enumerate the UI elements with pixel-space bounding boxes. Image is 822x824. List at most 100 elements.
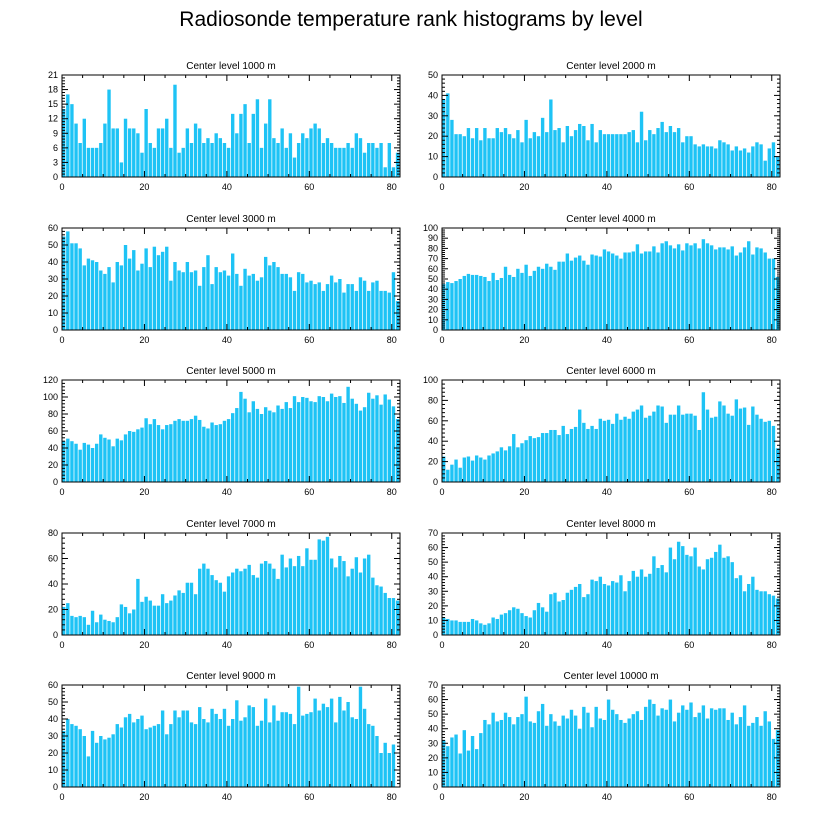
histogram-bar xyxy=(450,620,454,635)
histogram-bar xyxy=(296,272,301,330)
histogram-bar xyxy=(160,429,165,482)
histogram-bar xyxy=(454,459,458,482)
histogram-bar xyxy=(602,420,607,482)
histogram-bar xyxy=(309,559,313,635)
histogram-bar xyxy=(643,251,648,330)
histogram-bar xyxy=(557,128,561,177)
panel-title: Center level 4000 m xyxy=(566,214,656,225)
y-tick-label: 40 xyxy=(428,284,438,294)
histogram-bar xyxy=(693,243,697,330)
x-tick-label: 80 xyxy=(767,792,777,802)
histogram-bar xyxy=(94,262,99,330)
y-tick-label: 90 xyxy=(428,233,438,243)
y-tick-label: 40 xyxy=(48,257,58,267)
plot-frame xyxy=(61,74,401,178)
y-tick-label: 3 xyxy=(53,157,58,167)
histogram-bar xyxy=(470,736,475,787)
histogram-bar xyxy=(127,431,132,482)
histogram-bar xyxy=(615,134,619,177)
histogram-bar xyxy=(218,719,223,787)
histogram-bar xyxy=(598,256,603,330)
histogram-bar xyxy=(631,130,635,177)
histogram-bar xyxy=(491,272,495,330)
histogram-bar xyxy=(516,268,520,330)
y-tick-label: 10 xyxy=(48,308,58,318)
histogram-bar xyxy=(648,251,652,330)
histogram-bar xyxy=(660,406,664,482)
histogram-bar xyxy=(536,437,541,482)
histogram-bar xyxy=(561,715,565,787)
histogram-bar xyxy=(540,433,545,482)
histogram-bar xyxy=(462,457,466,482)
histogram-bar xyxy=(375,147,379,177)
histogram-bar xyxy=(169,724,173,787)
histogram-bar xyxy=(755,589,759,635)
histogram-bar xyxy=(226,725,231,787)
histogram-bar xyxy=(391,744,396,787)
histogram-bar xyxy=(338,696,342,787)
histogram-bar xyxy=(198,419,202,482)
histogram-bar xyxy=(251,707,255,787)
histogram-bar xyxy=(615,714,619,787)
histogram-bar xyxy=(681,705,685,787)
histogram-bar xyxy=(499,447,504,482)
y-tick-label: 50 xyxy=(428,70,438,80)
histogram-bar xyxy=(305,397,309,482)
histogram-bar xyxy=(74,443,78,482)
histogram-bar xyxy=(730,712,734,787)
histogram-bar xyxy=(557,435,561,482)
histogram-bar xyxy=(74,243,78,330)
histogram-bar xyxy=(90,147,95,177)
histogram-bar xyxy=(652,134,656,177)
histogram-bar xyxy=(503,266,508,330)
y-tick-label: 0 xyxy=(433,782,438,792)
histogram-bar xyxy=(755,414,759,482)
histogram-bar xyxy=(268,265,272,330)
histogram-bar xyxy=(218,138,223,177)
panel-title: Center level 9000 m xyxy=(186,671,276,682)
histogram-bar xyxy=(313,559,317,635)
histogram-bar xyxy=(771,595,776,635)
histogram-bar xyxy=(371,725,375,787)
histogram-bar xyxy=(181,592,185,635)
histogram-bar xyxy=(681,546,685,635)
histogram-bar xyxy=(660,243,664,330)
histogram-bar xyxy=(119,162,124,177)
histogram-bar xyxy=(210,284,214,330)
histogram-bar xyxy=(111,734,115,787)
histogram-bar xyxy=(193,724,198,787)
histogram-bar xyxy=(119,440,124,482)
y-tick-label: 40 xyxy=(48,714,58,724)
histogram-bar xyxy=(483,624,487,635)
histogram-bar xyxy=(730,246,734,330)
x-tick-label: 80 xyxy=(767,182,777,192)
histogram-bar xyxy=(623,134,627,177)
histogram-bar xyxy=(751,146,755,177)
histogram-bar xyxy=(317,396,321,482)
y-tick-label: 15 xyxy=(48,99,58,109)
histogram-bar xyxy=(668,414,673,482)
histogram-bar xyxy=(466,750,471,787)
histogram-panel-9: Center level 9000 m 0 20 40 60 80 0 10 20 30 40 50 6… xyxy=(48,671,401,802)
histogram-bar xyxy=(652,246,656,330)
histogram-bar xyxy=(689,245,693,330)
histogram-bar xyxy=(701,392,706,482)
histogram-bar xyxy=(206,255,210,330)
histogram-bar xyxy=(144,418,148,482)
y-tick-label: 0 xyxy=(53,782,58,792)
histogram-bar xyxy=(664,572,668,635)
histogram-bar xyxy=(738,150,743,177)
histogram-bar xyxy=(358,277,363,330)
histogram-bar xyxy=(239,571,243,635)
histogram-bar xyxy=(189,582,194,635)
histogram-bar xyxy=(391,272,396,330)
histogram-bar xyxy=(214,267,218,330)
histogram-bar xyxy=(346,143,350,177)
histogram-bar xyxy=(313,123,317,177)
histogram-bar xyxy=(82,736,86,787)
x-tick-label: 40 xyxy=(602,792,612,802)
y-tick-label: 20 xyxy=(428,131,438,141)
histogram-bar xyxy=(185,710,190,787)
histogram-bar xyxy=(198,285,202,330)
histogram-bar xyxy=(689,136,693,177)
